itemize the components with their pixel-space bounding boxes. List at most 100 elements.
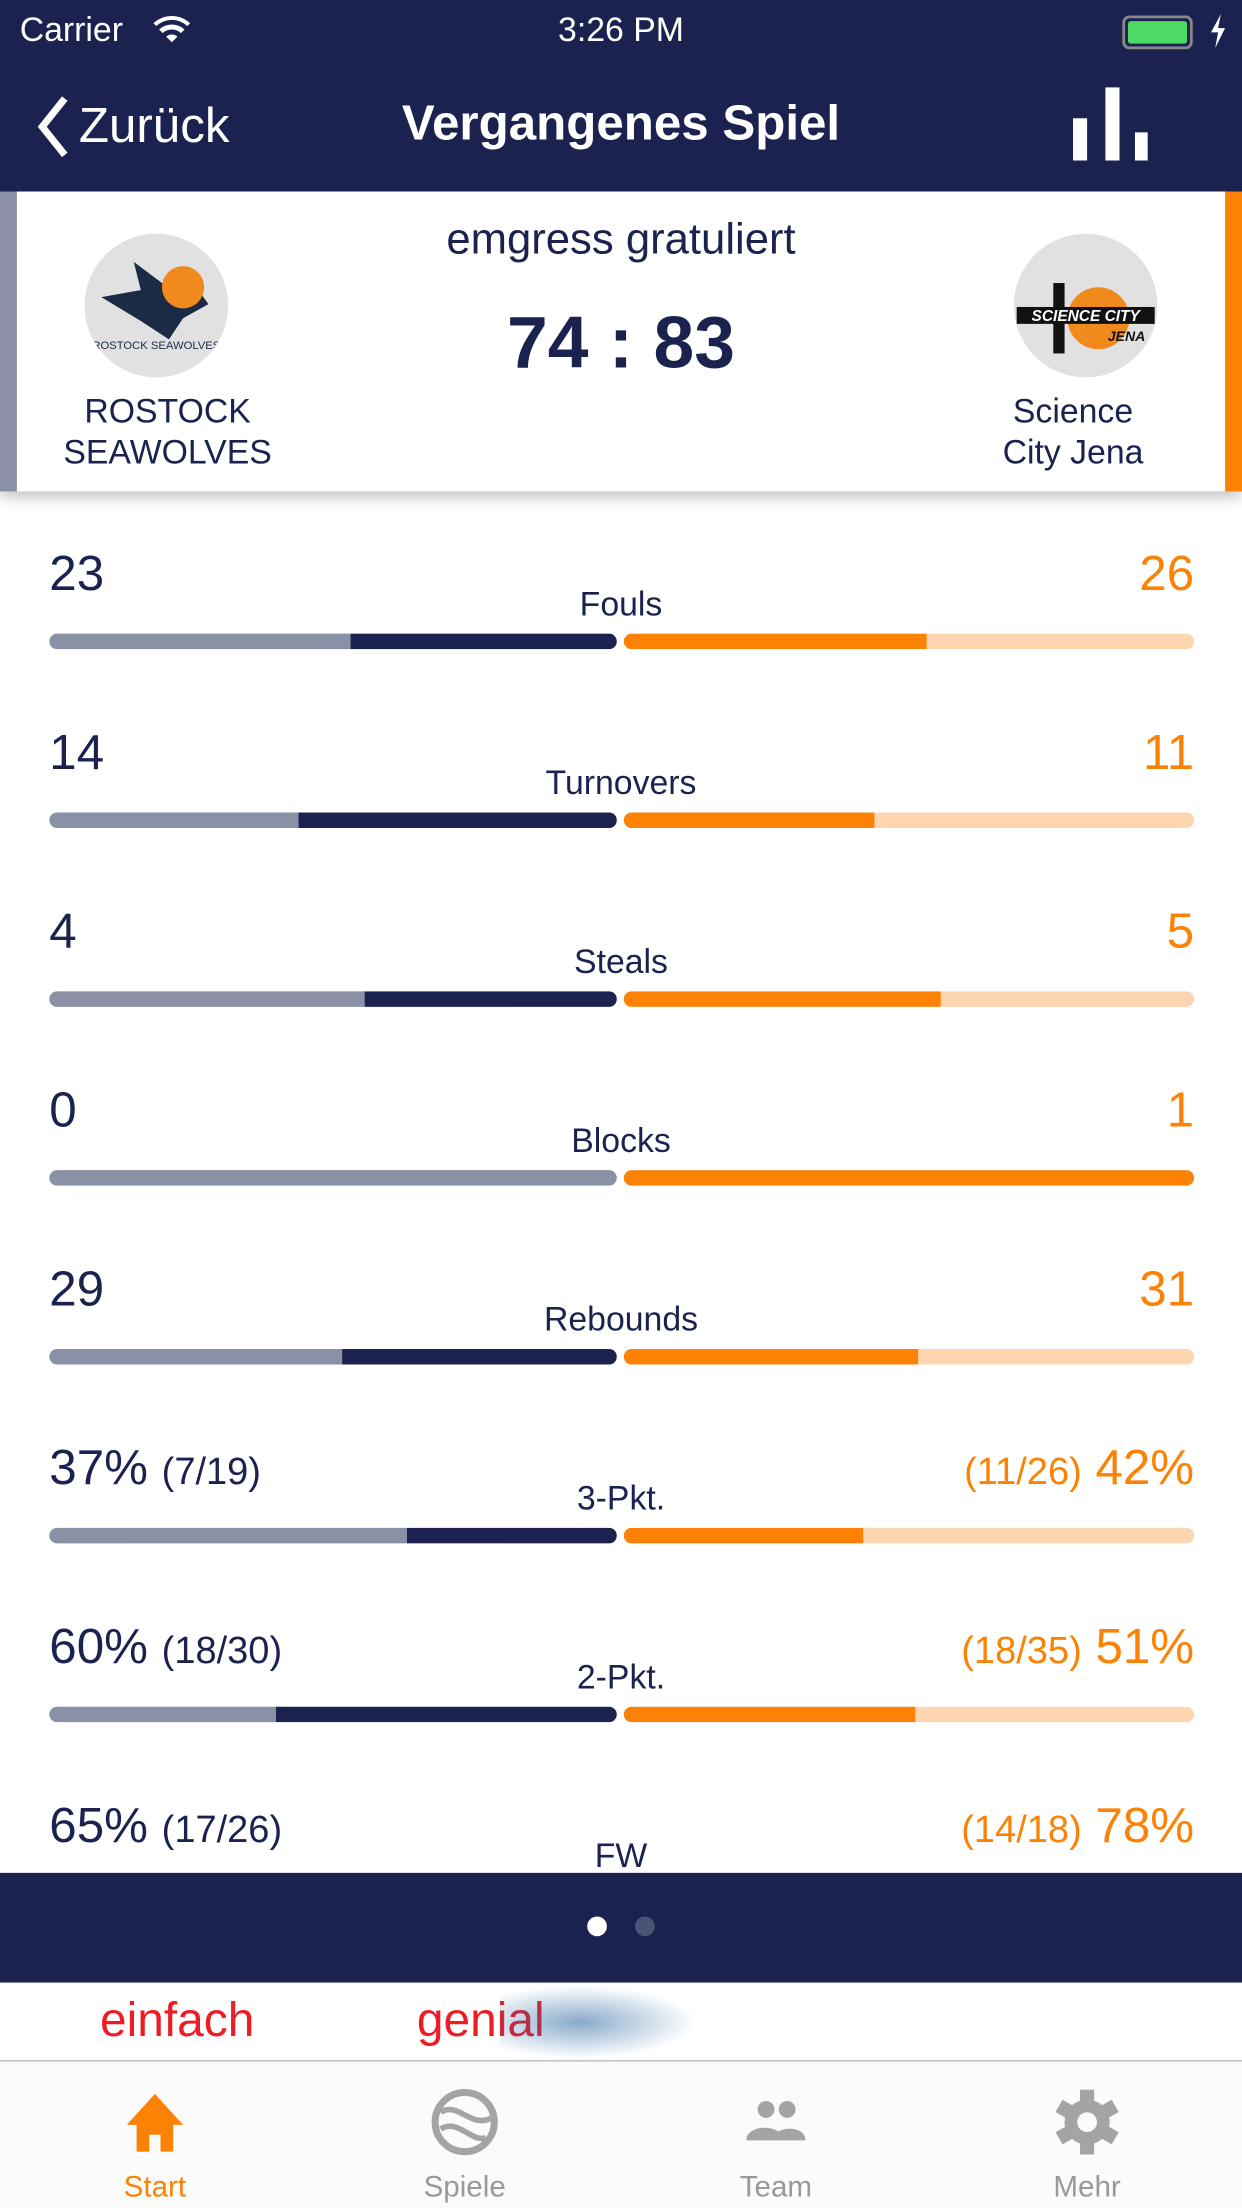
home-stat-bar	[49, 1349, 617, 1365]
tab-team[interactable]: Team	[621, 2062, 931, 2208]
ball-icon	[431, 2089, 498, 2156]
home-stat-bar	[49, 991, 617, 1007]
tab-label: Start	[123, 2171, 187, 2204]
tab-spiele[interactable]: Spiele	[310, 2062, 620, 2208]
home-stat: 14	[49, 725, 105, 781]
away-name-line1: Science	[1012, 392, 1134, 431]
home-stat: 37%	[49, 1440, 148, 1496]
stat-row: 14 11 Turnovers	[0, 675, 1242, 854]
home-bar-fill	[276, 1706, 617, 1723]
top-bar: Carrier 3:26 PM Zurück Vergangenes Spiel	[0, 0, 1242, 192]
ad-word-1: einfach	[99, 1993, 255, 2048]
home-team-logo: ROSTOCK SEAWOLVES	[84, 233, 229, 378]
home-stat-detail: (7/19)	[161, 1450, 261, 1493]
home-value: 23	[49, 546, 104, 602]
home-value: 37% (7/19)	[49, 1441, 261, 1497]
home-name-line2: SEAWOLVES	[63, 433, 272, 472]
home-bar-fill	[298, 812, 617, 828]
home-stat-detail: (18/30)	[161, 1629, 283, 1672]
tab-label: Spiele	[423, 2171, 506, 2204]
back-button[interactable]: Zurück	[37, 96, 230, 158]
away-value: 26	[1139, 546, 1194, 602]
home-bar-fill	[406, 1527, 617, 1544]
away-bar-fill	[623, 991, 941, 1007]
home-stat: 23	[49, 546, 105, 602]
away-value: 31	[1139, 1262, 1194, 1318]
away-stat-bar	[623, 1170, 1195, 1186]
stat-label: Turnovers	[545, 764, 697, 803]
carrier-label: Carrier	[19, 11, 123, 50]
stats-list[interactable]: 23 26 Fouls 14 11 Turnovers 4 5 Steals 0…	[0, 491, 1242, 1873]
away-value: 5	[1167, 904, 1194, 960]
page-dot-active[interactable]	[587, 1916, 607, 1937]
away-stat: 1	[1166, 1082, 1195, 1138]
stat-label: Steals	[574, 943, 668, 982]
gear-icon	[1055, 2089, 1119, 2155]
home-value: 60% (18/30)	[49, 1619, 282, 1675]
stat-label: Blocks	[571, 1122, 671, 1161]
away-value: (14/18) 78%	[961, 1798, 1194, 1854]
page-control[interactable]	[0, 1872, 1242, 1983]
home-icon	[126, 2093, 184, 2152]
bar-chart-icon[interactable]	[1070, 87, 1149, 161]
away-stat: 78%	[1095, 1798, 1195, 1854]
away-stat-detail: (11/26)	[964, 1450, 1082, 1493]
home-bar-fill	[364, 991, 617, 1007]
tab-label: Team	[739, 2171, 813, 2204]
tab-start[interactable]: Start	[0, 2062, 310, 2208]
back-label: Zurück	[78, 98, 230, 154]
page-title: Vergangenes Spiel	[401, 95, 841, 151]
away-value: 11	[1143, 725, 1194, 781]
home-bar-fill	[342, 1349, 617, 1365]
stat-label: Rebounds	[543, 1301, 699, 1340]
stat-label: FW	[594, 1837, 648, 1873]
svg-text:JENA: JENA	[1108, 328, 1146, 344]
away-bar-fill	[623, 1349, 919, 1365]
clock: 3:26 PM	[558, 11, 684, 50]
away-bar-fill	[623, 633, 927, 650]
away-stat-bar	[623, 991, 1195, 1007]
away-stat-bar	[623, 1349, 1195, 1365]
charging-icon	[1211, 14, 1226, 48]
away-stat: 42%	[1095, 1440, 1195, 1496]
home-value: 14	[49, 725, 104, 781]
away-stat-bar	[623, 812, 1195, 828]
ad-banner[interactable]: einfach genial	[0, 1982, 1242, 2061]
tab-mehr[interactable]: Mehr	[932, 2062, 1242, 2208]
final-score: 74 : 83	[507, 302, 735, 385]
away-stat-bar	[623, 1527, 1195, 1544]
away-value: (11/26) 42%	[964, 1441, 1194, 1497]
away-stat: 31	[1139, 1261, 1195, 1317]
away-bar-fill	[623, 1706, 915, 1723]
home-color-strip	[0, 191, 17, 492]
team-icon	[746, 2100, 806, 2141]
chevron-left-icon	[37, 96, 68, 158]
svg-text:ROSTOCK SEAWOLVES: ROSTOCK SEAWOLVES	[92, 340, 220, 352]
tab-bar: Start Spiele Team Mehr	[0, 2060, 1242, 2208]
home-stat-bar	[49, 1706, 617, 1723]
game-header: ROSTOCK SEAWOLVES ROSTOCK SEAWOLVES SCIEN…	[0, 191, 1242, 492]
stat-label: 3-Pkt.	[576, 1479, 666, 1518]
away-team-logo: SCIENCE CITY JENA	[1013, 233, 1158, 378]
away-stat-bar	[623, 1706, 1195, 1723]
battery-icon	[1122, 15, 1193, 50]
sponsor-text: emgress gratuliert	[446, 214, 796, 264]
home-stat-bar	[49, 1527, 617, 1544]
home-stat: 4	[49, 904, 77, 959]
page-dot[interactable]	[635, 1916, 655, 1937]
home-stat: 60%	[49, 1619, 148, 1675]
away-bar-fill	[623, 1527, 864, 1544]
away-stat-bar	[623, 633, 1195, 650]
away-team-name: Science City Jena	[932, 391, 1214, 473]
home-stat-bar	[49, 633, 617, 650]
home-stat-bar	[49, 812, 617, 828]
away-name-line2: City Jena	[1002, 433, 1144, 472]
away-stat: 11	[1142, 725, 1195, 781]
away-stat: 5	[1166, 904, 1195, 959]
svg-text:SCIENCE CITY: SCIENCE CITY	[1032, 308, 1142, 325]
stat-row: 23 26 Fouls	[0, 496, 1242, 675]
stat-row: 4 5 Steals	[0, 853, 1242, 1032]
away-stat-detail: (18/35)	[961, 1629, 1082, 1672]
home-stat: 65%	[49, 1798, 148, 1854]
tab-label: Mehr	[1053, 2171, 1121, 2204]
